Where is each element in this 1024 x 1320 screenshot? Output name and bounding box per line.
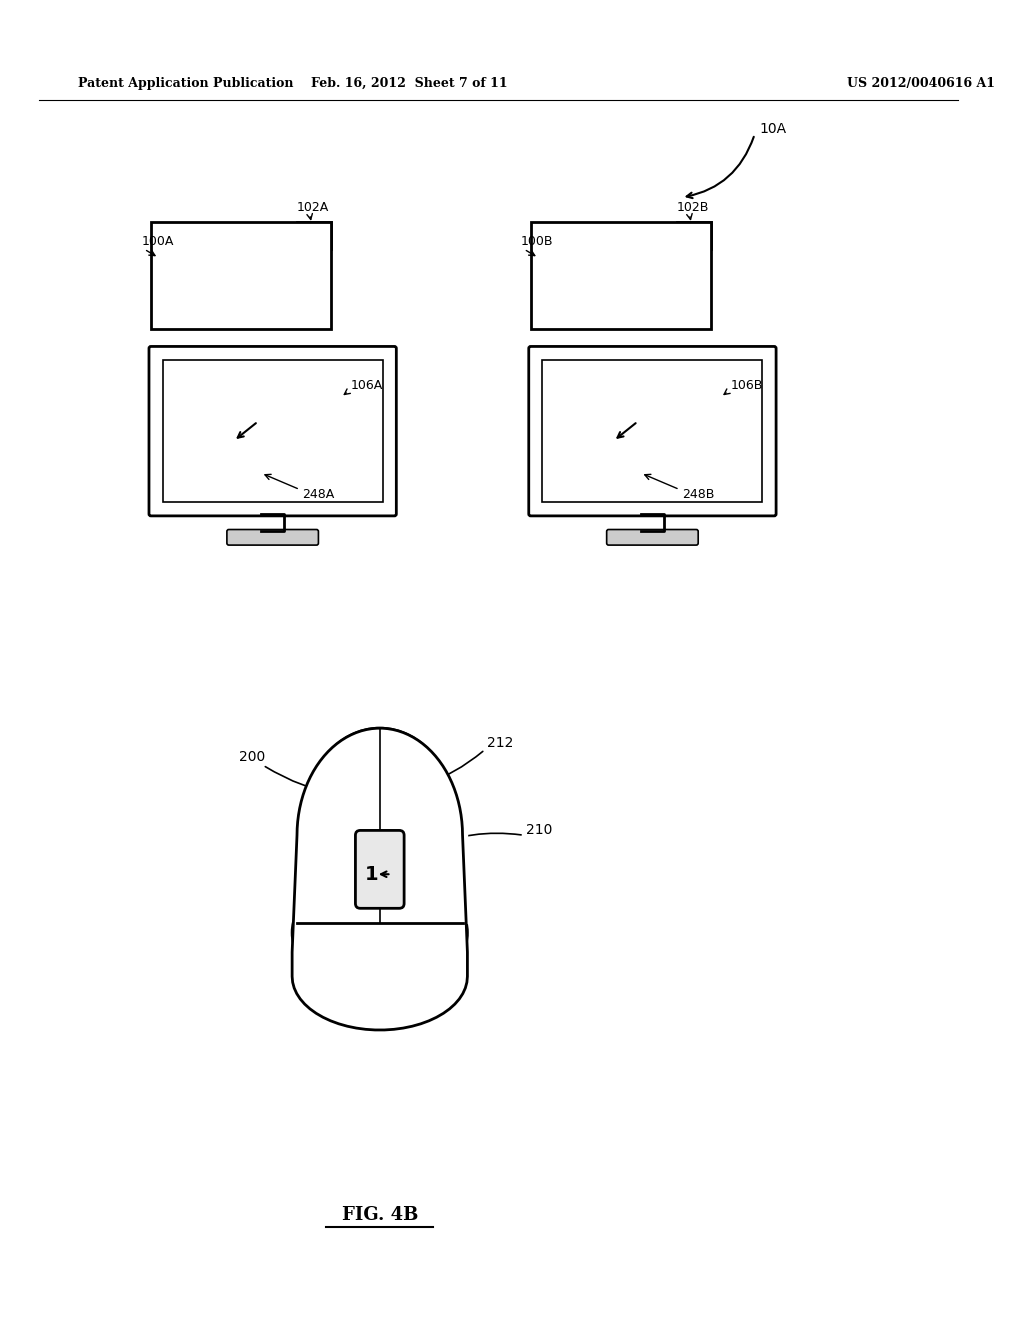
Bar [297, 222, 331, 249]
Ellipse shape [302, 729, 458, 923]
Text: 1: 1 [366, 865, 379, 883]
Text: 248B: 248B [682, 488, 714, 502]
Text: 100A: 100A [141, 235, 174, 248]
Text: 212: 212 [486, 735, 513, 750]
PathPatch shape [292, 729, 467, 1030]
Text: FIG. 4B: FIG. 4B [342, 1206, 418, 1224]
FancyBboxPatch shape [148, 346, 396, 516]
Bar [163, 360, 383, 502]
Text: 10A: 10A [760, 123, 786, 136]
FancyBboxPatch shape [355, 830, 404, 908]
Text: 106A: 106A [350, 379, 383, 392]
Text: 100B: 100B [521, 235, 553, 248]
FancyBboxPatch shape [227, 529, 318, 545]
Text: 248A: 248A [302, 488, 334, 502]
Bar [151, 222, 331, 329]
Text: 102B: 102B [677, 201, 710, 214]
Text: 210: 210 [526, 824, 552, 837]
Bar [677, 222, 711, 249]
Ellipse shape [292, 870, 467, 997]
Text: 102A: 102A [297, 201, 330, 214]
Text: Patent Application Publication: Patent Application Publication [78, 77, 294, 90]
FancyBboxPatch shape [528, 346, 776, 516]
FancyBboxPatch shape [606, 529, 698, 545]
Bar [292, 825, 467, 923]
Text: 200: 200 [239, 750, 265, 764]
Text: Feb. 16, 2012  Sheet 7 of 11: Feb. 16, 2012 Sheet 7 of 11 [310, 77, 507, 90]
Text: 106B: 106B [730, 379, 763, 392]
Text: US 2012/0040616 A1: US 2012/0040616 A1 [847, 77, 995, 90]
Bar [530, 222, 711, 329]
Bar [543, 360, 763, 502]
